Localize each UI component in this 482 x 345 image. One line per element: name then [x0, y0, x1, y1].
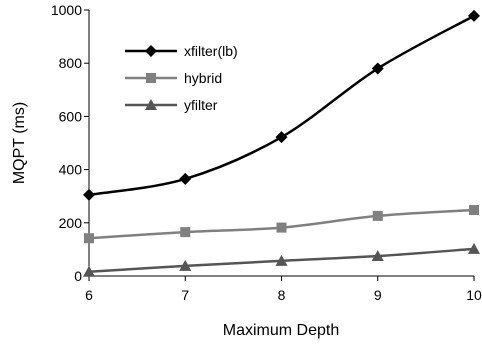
data-point: [468, 242, 480, 254]
data-point: [372, 210, 383, 221]
data-point: [179, 172, 192, 185]
y-tick-label: 200: [59, 215, 83, 231]
legend-swatch-marker: [146, 73, 156, 83]
y-tick-label: 400: [59, 162, 83, 178]
data-point: [371, 250, 384, 262]
x-axis-title: Maximum Depth: [223, 322, 339, 339]
data-point: [180, 227, 191, 238]
data-point: [84, 233, 94, 244]
series-layer: [83, 9, 480, 277]
legend-item: hybrid: [125, 70, 222, 86]
y-tick-label: 1000: [51, 2, 82, 18]
data-point: [469, 205, 479, 216]
data-point: [83, 265, 95, 277]
legend-item: yfilter: [125, 97, 218, 113]
y-axis-title: MQPT (ms): [11, 102, 28, 184]
y-tick-label: 0: [74, 268, 82, 284]
data-point: [276, 222, 287, 233]
data-point: [275, 254, 288, 266]
y-tick-label: 800: [59, 55, 83, 71]
y-tick-label: 600: [59, 108, 83, 124]
tick-labels: 0 200 400 600 800 1000 6 7 8 9 10: [51, 2, 482, 303]
x-tick-label: 6: [85, 287, 93, 303]
data-point: [371, 62, 384, 75]
x-tick-label: 7: [181, 287, 189, 303]
x-tick-label: 9: [374, 287, 382, 303]
data-point: [275, 131, 288, 144]
legend-label: yfilter: [184, 97, 218, 113]
legend-swatch-marker: [145, 99, 157, 110]
legend-swatch-marker: [145, 45, 157, 57]
series-yfilter: [83, 242, 480, 277]
series-xfilter-lb: [83, 9, 480, 201]
x-tick-label: 8: [278, 287, 286, 303]
legend: xfilter(lb) hybrid yfilter: [125, 43, 238, 113]
data-point: [179, 259, 192, 271]
series-hybrid: [84, 205, 479, 244]
data-point: [468, 9, 480, 22]
data-point: [83, 188, 95, 201]
legend-item: xfilter(lb): [125, 43, 238, 59]
legend-label: xfilter(lb): [184, 43, 238, 59]
legend-label: hybrid: [184, 70, 222, 86]
x-tick-label: 10: [466, 287, 482, 303]
axes: [84, 9, 475, 281]
